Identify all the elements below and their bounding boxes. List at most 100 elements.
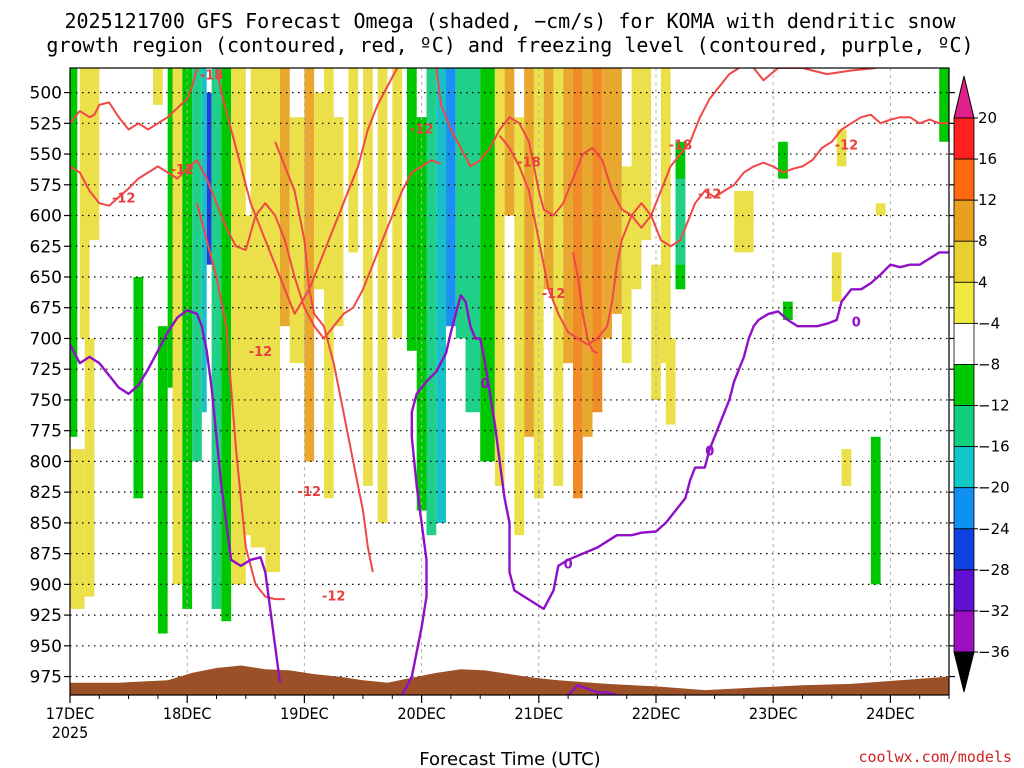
- omega-cell-64: [841, 449, 852, 486]
- colorbar-label-5: −4: [978, 314, 1000, 332]
- omega-cell-1: [79, 68, 90, 339]
- omega-cell-51: [621, 166, 632, 364]
- omega-cell-54: [651, 264, 661, 400]
- y-tick-label-775: 775: [30, 422, 62, 442]
- omega-cell-66: [875, 203, 886, 216]
- x-tick-label-17DEC: 17DEC: [46, 704, 95, 723]
- colorbar-segment-5: [953, 322, 975, 365]
- colorbar-segment-1: [953, 158, 975, 201]
- freezing-label-2: 0: [705, 445, 714, 460]
- omega-cell-34: [446, 68, 456, 327]
- omega-cell-5: [133, 277, 144, 499]
- colorbar-segment-11: [953, 569, 975, 612]
- dgz-label-10: -12: [698, 188, 722, 203]
- dgz-contour-6: [274, 141, 374, 573]
- x-tick-label-19DEC: 19DEC: [280, 704, 329, 723]
- omega-cell-13: [206, 92, 212, 265]
- omega-cell-52: [631, 68, 642, 290]
- omega-cell-24: [323, 68, 334, 499]
- omega-cell-2: [70, 449, 85, 609]
- omega-cell-59: [734, 190, 754, 253]
- omega-cell-19: [265, 68, 280, 573]
- dgz-contour-2: [435, 68, 740, 229]
- colorbar-label-2: 12: [978, 191, 997, 209]
- x-tick-label-18DEC: 18DEC: [163, 704, 212, 723]
- omega-cell-32: [426, 68, 437, 536]
- title-line-1: 2025121700 GFS Forecast Omega (shaded, −…: [64, 9, 956, 33]
- colorbar-label-4: 4: [978, 273, 988, 291]
- dgz-label-11: -12: [835, 138, 859, 153]
- y-tick-label-500: 500: [30, 84, 62, 104]
- colorbar-segment-2: [953, 199, 975, 242]
- colorbar-segment-0: [953, 117, 975, 160]
- colorbar: 20 16 12 8 4 −4 −8 −12 −16 −20 −24 −28 −32 −36: [953, 75, 1010, 693]
- dgz-contours: [70, 68, 949, 601]
- x-axis: 17DEC 18DEC 19DEC 20DEC 21DEC 22DEC 23DEC 24DEC: [46, 695, 950, 723]
- omega-cell-47: [582, 68, 593, 437]
- colorbar-top-arrow: [953, 75, 975, 119]
- omega-cell-9: [172, 68, 183, 585]
- freezing-label-1: 0: [564, 558, 573, 573]
- y-tick-label-750: 750: [30, 391, 62, 411]
- omega-cell-17: [240, 215, 251, 536]
- dgz-contour-3: [752, 68, 876, 82]
- colorbar-label-7: −12: [978, 397, 1010, 415]
- colorbar-label-0: 20: [978, 109, 997, 127]
- colorbar-label-10: −24: [978, 520, 1010, 538]
- omega-cell-38: [494, 68, 505, 486]
- omega-cell-7: [157, 326, 168, 634]
- dgz-label-9: -18: [669, 138, 693, 153]
- colorbar-label-13: −36: [978, 643, 1010, 661]
- omega-cell-42: [533, 68, 544, 499]
- omega-cell-62: [831, 252, 842, 302]
- omega-cell-0: [70, 68, 78, 437]
- omega-cell-39: [504, 68, 515, 216]
- terrain: [70, 665, 949, 695]
- omega-cell-11: [192, 68, 202, 462]
- colorbar-label-3: 8: [978, 232, 988, 250]
- omega-cell-30: [406, 68, 417, 351]
- y-tick-label-550: 550: [30, 145, 62, 165]
- omega-cell-12: [201, 68, 207, 413]
- dgz-contour-8: [572, 252, 598, 355]
- colorbar-label-1: 16: [978, 150, 997, 168]
- colorbar-segment-4: [953, 281, 975, 324]
- omega-cell-10: [182, 68, 193, 609]
- x-tick-label-24DEC: 24DEC: [866, 704, 915, 723]
- dgz-contour-5: [196, 202, 285, 601]
- y-tick-label-825: 825: [30, 483, 62, 503]
- dgz-contour-0: [70, 68, 198, 131]
- colorbar-segment-8: [953, 446, 975, 489]
- colorbar-segment-3: [953, 240, 975, 283]
- omega-cell-18: [250, 68, 266, 548]
- omega-cell-36: [465, 68, 481, 413]
- omega-cell-22: [304, 68, 315, 462]
- x-tick-label-21DEC: 21DEC: [515, 704, 564, 723]
- freezing-contour-0: [70, 309, 282, 683]
- y-tick-label-575: 575: [30, 176, 62, 196]
- y-tick-label-900: 900: [30, 575, 62, 595]
- omega-cell-43: [543, 68, 554, 290]
- dgz-contour-4: [70, 159, 442, 340]
- y-tick-label-675: 675: [30, 299, 62, 319]
- grid: [70, 68, 949, 695]
- y-tick-label-925: 925: [30, 606, 62, 626]
- colorbar-segment-6: [953, 364, 975, 406]
- colorbar-segment-9: [953, 487, 975, 530]
- omega-cell-28: [377, 68, 388, 523]
- dgz-label-0: -18: [200, 68, 224, 83]
- dgz-label-6: -12: [410, 122, 434, 137]
- freezing-contour-1: [401, 251, 949, 695]
- omega-cell-58: [675, 178, 686, 265]
- x-axis-title: Forecast Time (UTC): [419, 749, 600, 768]
- credit-text: coolwx.com/models: [858, 748, 1012, 766]
- omega-cell-49: [602, 68, 613, 339]
- contour-labels: -18 -12 -12 -12 -12 -12 -12 -18 -12 -18 -12 -12 0 0 0 0: [112, 68, 861, 604]
- y-tick-label-800: 800: [30, 452, 62, 472]
- omega-cell-60: [778, 141, 788, 179]
- dgz-label-4: -12: [298, 485, 322, 500]
- freezing-label-3: 0: [852, 315, 861, 330]
- omega-cell-23: [314, 92, 324, 290]
- title-line-2: growth region (contoured, red, ºC) and f…: [46, 33, 973, 57]
